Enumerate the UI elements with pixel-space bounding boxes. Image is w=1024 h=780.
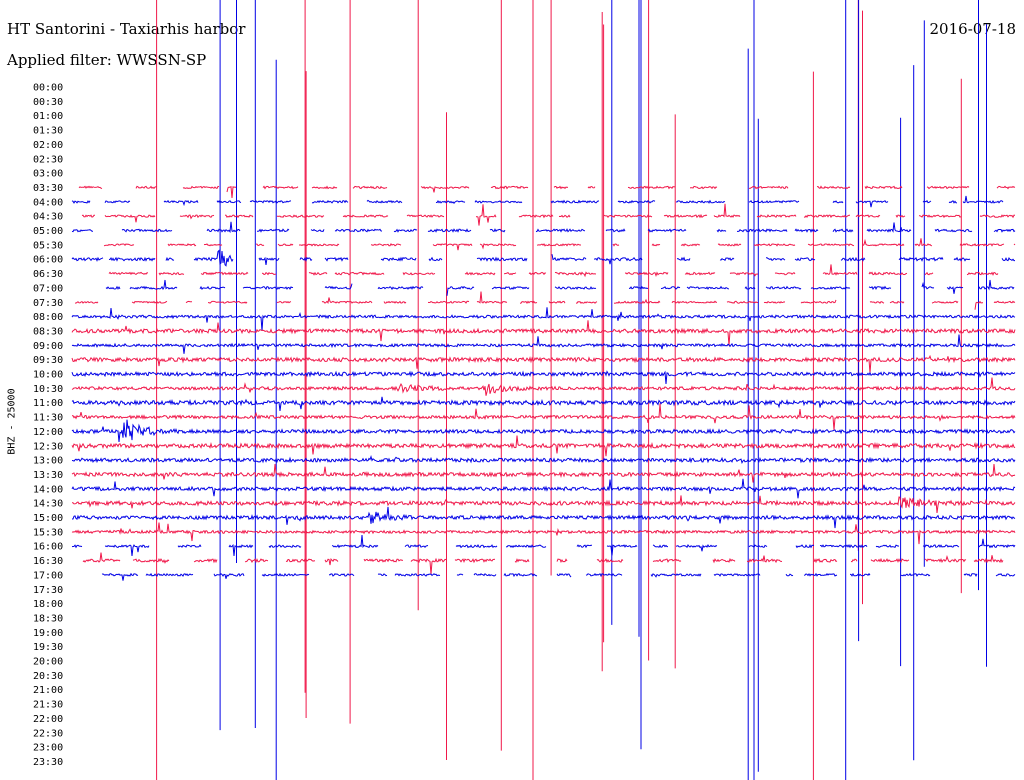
trace-row-0330 [78,185,1016,199]
row-label: 21:00 [33,685,63,696]
trace-row-1230 [71,435,1016,457]
trace-row-0930 [71,354,1016,373]
chart-title: HT Santorini - Taxiarhis harbor [7,20,246,38]
row-label: 13:00 [33,456,63,467]
row-label: 18:30 [33,613,63,624]
row-label: 20:30 [33,671,63,682]
row-label: 07:30 [33,298,63,309]
row-label: 00:00 [33,83,63,94]
trace-row-0430 [81,203,1016,226]
row-label: 12:00 [33,427,63,438]
row-label: 02:30 [33,154,63,165]
row-label: 17:00 [33,570,63,581]
row-label: 23:30 [33,757,63,768]
trace-row-0830 [71,320,1016,346]
row-label: 16:30 [33,556,63,567]
row-label: 21:30 [33,700,63,711]
row-label: 05:30 [33,240,63,251]
row-label: 03:00 [33,169,63,180]
row-label: 06:30 [33,269,63,280]
trace-row-1530 [71,522,1016,545]
tick-labels: 00:00 00:30 01:00 01:30 02:00 02:30 03:00 03:30… [33,83,63,768]
row-label: 10:30 [33,384,63,395]
row-label: 14:00 [33,484,63,495]
row-label: 22:30 [33,728,63,739]
row-label: 01:00 [33,111,63,122]
row-label: 13:30 [33,470,63,481]
row-label: 14:30 [33,499,63,510]
row-label: 16:00 [33,542,63,553]
trace-row-1400 [71,478,1016,499]
trace-row-1200 [71,419,1016,443]
trace-row-0630 [108,264,999,278]
row-label: 09:30 [33,355,63,366]
row-label: 11:00 [33,398,63,409]
row-label: 04:00 [33,197,63,208]
trace-row-1500 [72,506,1016,529]
row-label: 06:00 [33,255,63,266]
trace-row-1630 [82,552,1004,575]
trace-row-0400 [71,195,1004,208]
row-label: 00:30 [33,97,63,108]
row-label: 02:00 [33,140,63,151]
row-label: 20:00 [33,657,63,668]
trace-row-0530 [103,238,1016,251]
trace-row-1100 [71,396,1016,411]
trace-row-1300 [71,455,1016,465]
spikes [156,0,987,780]
row-label: 07:00 [33,283,63,294]
row-label: 08:00 [33,312,63,323]
trace-row-1700 [101,572,1016,581]
row-label: 18:00 [33,599,63,610]
row-label: 19:00 [33,628,63,639]
row-label: 01:30 [33,126,63,137]
trace-row-0700 [105,279,1015,296]
trace-row-0900 [71,334,1016,354]
row-label: 03:30 [33,183,63,194]
traces [71,185,1016,581]
trace-row-1130 [71,403,1016,430]
row-label: 15:30 [33,527,63,538]
row-label: 08:30 [33,326,63,337]
row-label: 10:00 [33,370,63,381]
trace-row-1030 [71,377,1016,396]
row-label: 05:00 [33,226,63,237]
trace-row-0730 [74,291,1016,310]
row-label: 22:00 [33,714,63,725]
trace-row-1000 [71,370,1016,384]
row-label: 17:30 [33,585,63,596]
trace-row-0600 [71,249,1015,267]
row-label: 09:00 [33,341,63,352]
trace-row-0800 [71,307,1016,331]
row-label: 12:30 [33,441,63,452]
trace-row-1600 [71,535,1016,557]
row-label: 23:00 [33,743,63,754]
trace-row-0500 [71,221,1016,234]
trace-row-1330 [71,463,1016,483]
row-label: 15:00 [33,513,63,524]
trace-row-1430 [72,495,1016,513]
chart-date: 2016-07-18 [929,20,1016,38]
row-label: 04:30 [33,212,63,223]
row-label: 11:30 [33,413,63,424]
row-label: 19:30 [33,642,63,653]
